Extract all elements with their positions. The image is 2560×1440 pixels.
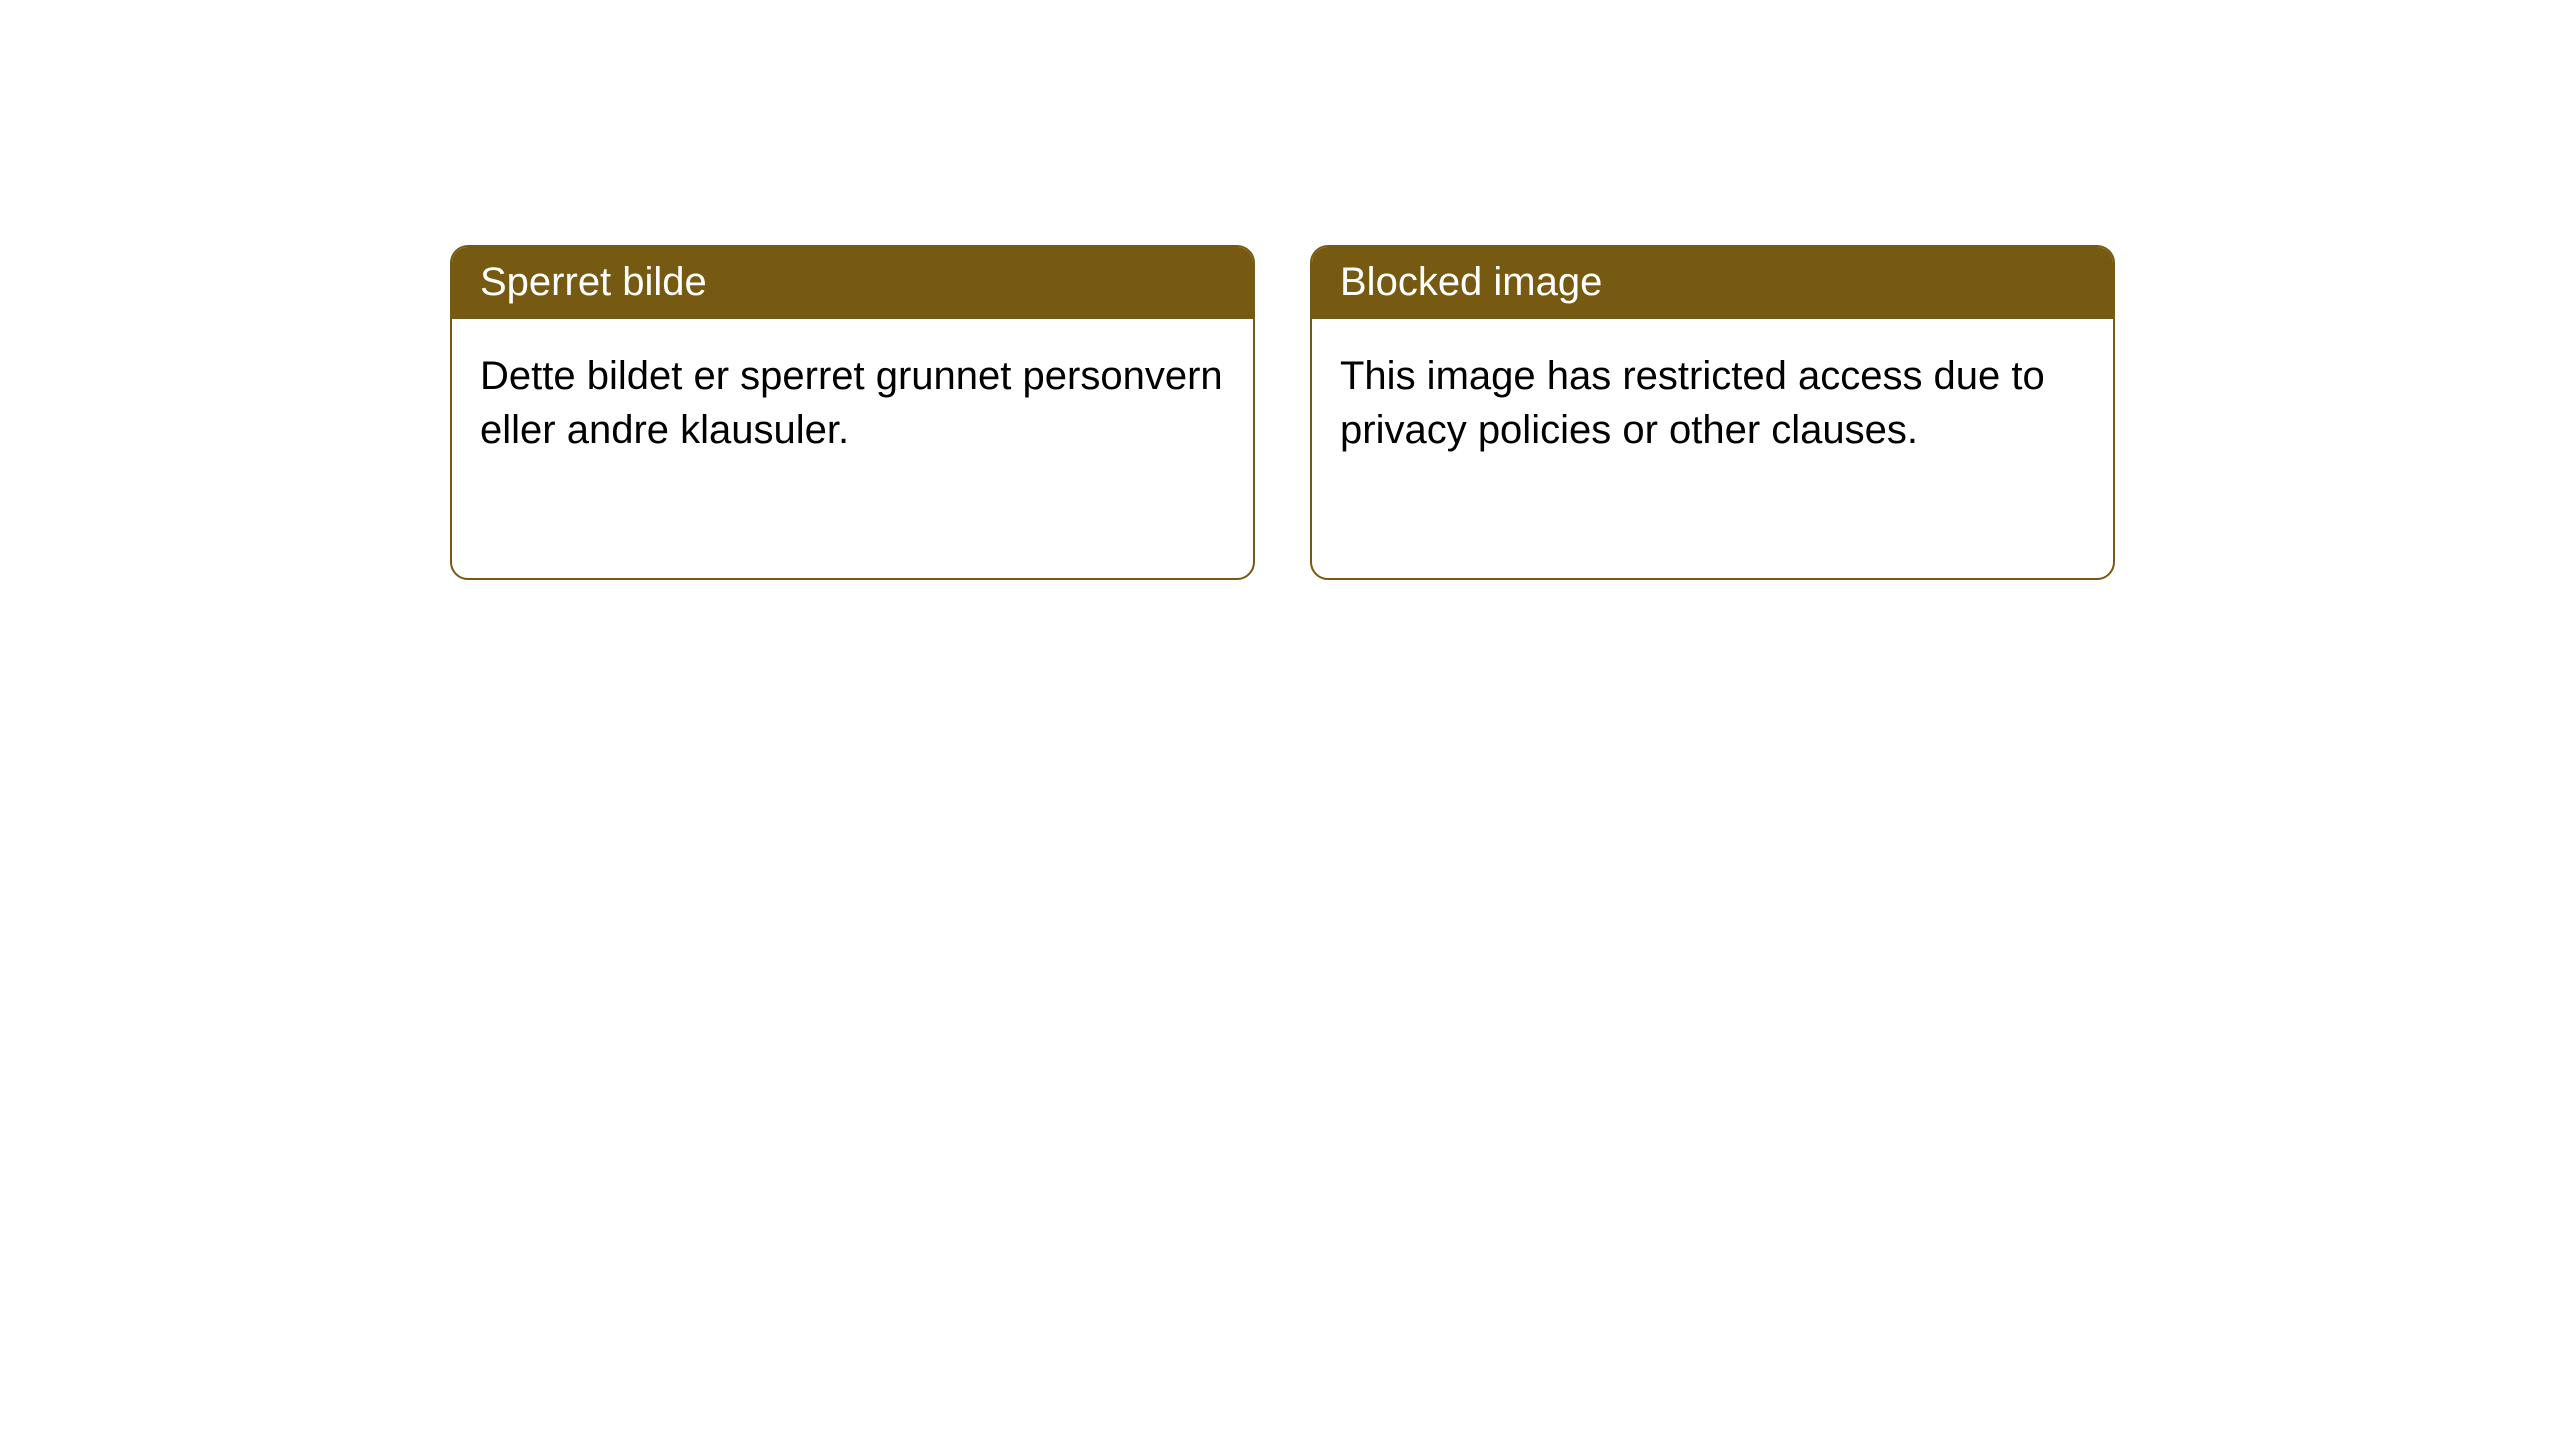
card-header-no: Sperret bilde <box>452 247 1253 319</box>
card-body-en: This image has restricted access due to … <box>1312 319 2113 485</box>
card-body-no: Dette bildet er sperret grunnet personve… <box>452 319 1253 485</box>
blocked-image-card-no: Sperret bilde Dette bildet er sperret gr… <box>450 245 1255 580</box>
card-title-no: Sperret bilde <box>480 260 707 304</box>
card-body-text-no: Dette bildet er sperret grunnet personve… <box>480 354 1223 452</box>
blocked-image-card-en: Blocked image This image has restricted … <box>1310 245 2115 580</box>
card-header-en: Blocked image <box>1312 247 2113 319</box>
page-canvas: Sperret bilde Dette bildet er sperret gr… <box>0 0 2560 1440</box>
card-title-en: Blocked image <box>1340 260 1602 304</box>
card-body-text-en: This image has restricted access due to … <box>1340 354 2045 452</box>
